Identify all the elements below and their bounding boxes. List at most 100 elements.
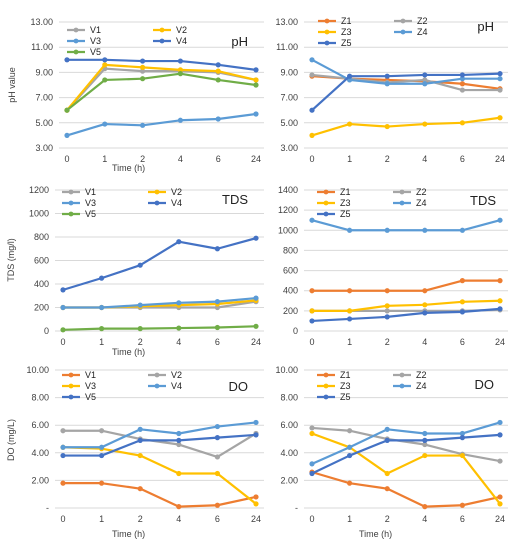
data-point — [137, 326, 143, 332]
legend-marker — [159, 27, 165, 33]
data-point — [215, 116, 221, 122]
data-point — [422, 288, 428, 294]
x-tick-label: 24 — [251, 514, 261, 524]
data-point — [253, 235, 259, 241]
x-tick-label: 6 — [215, 337, 220, 347]
series-line-Z4 — [311, 58, 500, 85]
legend-marker — [323, 372, 329, 378]
data-point — [422, 302, 428, 308]
legend-marker — [68, 189, 74, 195]
x-tick-label: 4 — [176, 337, 181, 347]
data-point — [214, 423, 220, 430]
y-tick-label: 0 — [44, 326, 49, 336]
series-line-V3 — [62, 446, 257, 505]
data-point — [497, 217, 503, 223]
x-tick-label: 0 — [60, 514, 65, 524]
x-tick-label: 24 — [495, 514, 505, 524]
legend-label: V2 — [171, 370, 182, 380]
legend-marker — [154, 200, 160, 206]
data-point — [177, 71, 183, 77]
legend-label: V5 — [85, 392, 96, 402]
legend-marker — [68, 200, 74, 206]
data-point — [459, 76, 465, 82]
data-point — [347, 121, 353, 127]
legend-label: Z4 — [416, 198, 427, 208]
series-line-V3 — [63, 297, 257, 309]
x-tick-label: 24 — [495, 337, 505, 347]
data-point — [497, 432, 503, 438]
legend-label: Z5 — [340, 392, 351, 402]
series-line-V4 — [62, 237, 257, 291]
series-line-Z1 — [312, 279, 500, 292]
data-point — [422, 227, 428, 233]
y-tick-label: 13.00 — [30, 17, 53, 27]
x-tick-label: 24 — [495, 154, 505, 164]
series-line-Z1 — [311, 471, 501, 508]
y-tick-label: 8.00 — [280, 393, 298, 403]
y-tick-label: 6.00 — [280, 420, 298, 430]
x-tick-label: 6 — [215, 514, 220, 524]
data-point — [309, 430, 315, 437]
legend-marker — [154, 383, 160, 389]
y-tick-label: 3.00 — [280, 143, 298, 153]
x-tick-label: 6 — [460, 337, 465, 347]
data-point — [102, 62, 108, 68]
x-tick-label: 2 — [385, 154, 390, 164]
data-point — [60, 480, 66, 486]
y-tick-label: 9.00 — [35, 67, 53, 77]
legend-label: Z3 — [341, 27, 352, 37]
data-point — [140, 76, 146, 82]
x-tick-label: 1 — [347, 337, 352, 347]
data-point — [347, 73, 353, 79]
y-tick-label: 5.00 — [280, 118, 298, 128]
data-point — [253, 419, 259, 426]
legend-marker — [323, 189, 329, 195]
data-point — [214, 454, 220, 460]
data-point — [497, 419, 503, 426]
legend-label: V4 — [176, 36, 187, 46]
data-point — [177, 117, 183, 123]
data-point — [459, 430, 465, 437]
data-point — [176, 300, 182, 306]
y-tick-label: 7.00 — [280, 93, 298, 103]
data-point — [384, 470, 390, 477]
data-point — [497, 501, 503, 507]
data-point — [347, 227, 353, 233]
y-tick-label: 2.00 — [280, 475, 298, 485]
legend-marker — [399, 372, 405, 378]
x-tick-label: 4 — [422, 154, 427, 164]
series-line-Z4 — [311, 421, 501, 465]
legend-label: Z2 — [417, 16, 428, 26]
chart-title: DO — [229, 379, 249, 394]
legend-marker — [73, 49, 79, 55]
data-point — [497, 494, 503, 500]
legend-marker — [399, 200, 405, 206]
chart-title: pH — [477, 19, 494, 34]
y-tick-label: 1200 — [29, 185, 49, 195]
series-line-V5 — [66, 72, 257, 112]
data-point — [60, 428, 66, 434]
data-point — [253, 494, 259, 500]
series-line-V5 — [63, 433, 257, 457]
data-point — [99, 444, 105, 450]
data-point — [176, 441, 182, 448]
data-point — [140, 122, 146, 128]
y-tick-label: 5.00 — [35, 118, 53, 128]
y-tick-label: 0 — [293, 326, 298, 336]
data-point — [253, 67, 259, 73]
legend-marker — [400, 18, 406, 24]
data-point — [214, 502, 220, 508]
data-point — [459, 278, 465, 284]
data-point — [459, 502, 465, 508]
series-line-V2 — [66, 63, 257, 111]
x-axis-label: Time (h) — [112, 163, 145, 173]
series-line-V1 — [63, 482, 257, 508]
data-point — [99, 428, 105, 434]
data-point — [64, 132, 70, 138]
legend-marker — [323, 200, 329, 206]
data-point — [384, 426, 390, 432]
data-point — [459, 435, 465, 441]
legend-marker — [324, 18, 330, 24]
